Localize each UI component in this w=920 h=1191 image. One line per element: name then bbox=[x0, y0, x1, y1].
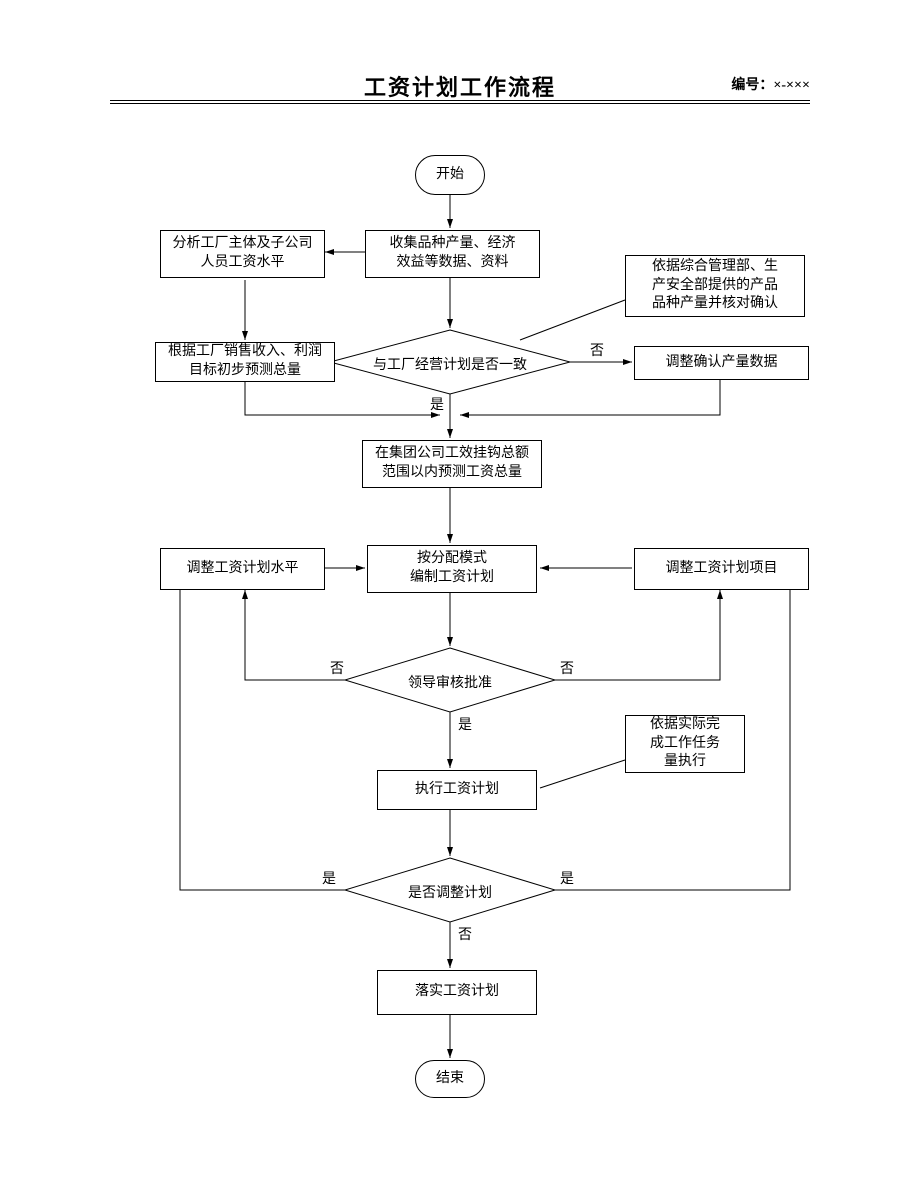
d1-yes: 是 bbox=[430, 394, 444, 414]
node-note-1: 依据综合管理部、生产安全部提供的产品品种产量并核对确认 bbox=[625, 255, 805, 317]
node-finalize: 落实工资计划 bbox=[377, 970, 537, 1015]
d1-no: 否 bbox=[590, 340, 604, 360]
d2-yes: 是 bbox=[458, 714, 472, 734]
page: 工资计划工作流程 编号：×-××× bbox=[0, 0, 920, 1191]
decision-1-label: 与工厂经营计划是否一致 bbox=[360, 354, 540, 374]
node-adjust-item: 调整工资计划项目 bbox=[634, 548, 809, 590]
node-execute: 执行工资计划 bbox=[377, 770, 537, 810]
d3-no: 否 bbox=[458, 924, 472, 944]
node-estimate: 根据工厂销售收入、利润目标初步预测总量 bbox=[155, 342, 335, 382]
node-forecast: 在集团公司工效挂钩总额范围以内预测工资总量 bbox=[362, 440, 542, 488]
d3-yes-right: 是 bbox=[560, 868, 574, 888]
d3-yes-left: 是 bbox=[322, 868, 336, 888]
d2-no-right: 否 bbox=[560, 658, 574, 678]
node-analyze: 分析工厂主体及子公司人员工资水平 bbox=[160, 230, 325, 278]
node-end: 结束 bbox=[415, 1060, 485, 1098]
node-adjust-data: 调整确认产量数据 bbox=[634, 346, 809, 380]
node-note-2: 依据实际完成工作任务量执行 bbox=[625, 715, 745, 773]
d2-no-left: 否 bbox=[330, 658, 344, 678]
decision-2-label: 领导审核批准 bbox=[395, 672, 505, 692]
node-start: 开始 bbox=[415, 155, 485, 195]
node-compile: 按分配模式编制工资计划 bbox=[367, 545, 537, 593]
node-collect: 收集品种产量、经济效益等数据、资料 bbox=[365, 230, 540, 278]
decision-3-label: 是否调整计划 bbox=[395, 882, 505, 902]
node-adjust-level: 调整工资计划水平 bbox=[160, 548, 325, 590]
